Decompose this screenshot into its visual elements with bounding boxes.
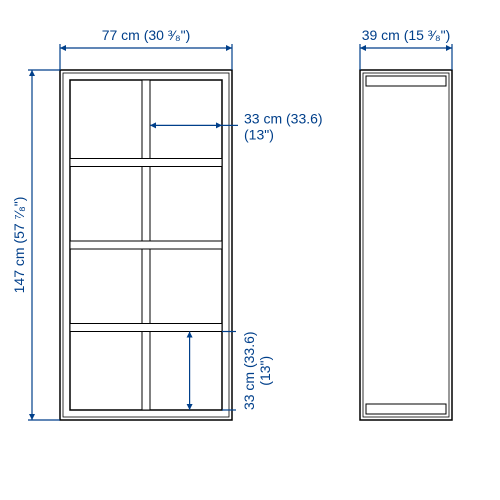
front-view [60,70,232,420]
dim-inner-height-label: 33 cm (33.6) [241,331,257,410]
svg-text:(13"): (13") [244,126,274,142]
dim-depth-label: 39 cm (15 ³⁄₈") [362,27,451,43]
dimension-diagram: 77 cm (30 ³⁄₈") 39 cm (15 ³⁄₈") 147 cm (57… [0,0,500,500]
dim-inner-width-label: 33 cm (33.6) [244,110,323,126]
side-view [360,70,452,420]
dim-height-label: 147 cm (57 ⁷⁄₈") [11,197,27,294]
svg-text:(13"): (13") [257,356,273,386]
dim-width-label: 77 cm (30 ³⁄₈") [102,27,191,43]
